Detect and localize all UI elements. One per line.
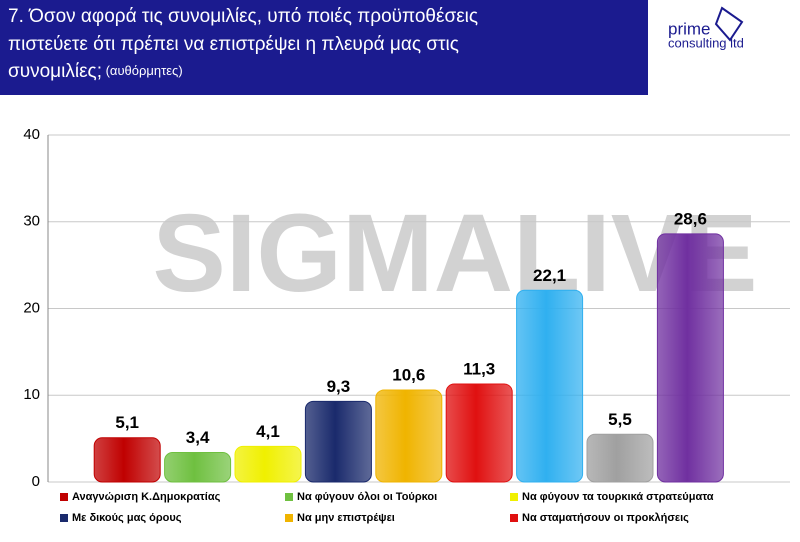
legend-swatch xyxy=(60,493,68,501)
logo-icon xyxy=(714,6,744,42)
y-tick-label: 40 xyxy=(23,126,40,143)
y-tick-label: 10 xyxy=(23,386,40,403)
bar xyxy=(445,383,513,483)
bar xyxy=(586,433,654,483)
legend-swatch xyxy=(285,514,293,522)
legend-swatch xyxy=(60,514,68,522)
legend-swatch xyxy=(510,493,518,501)
title-line: πιστεύετε ότι πρέπει να επιστρέψει η πλε… xyxy=(8,34,459,55)
subtitle: (αυθόρμητες) xyxy=(102,63,183,78)
logo-top: prime xyxy=(668,19,711,38)
bar xyxy=(234,445,302,483)
value-label: 3,4 xyxy=(186,428,210,447)
value-label: 5,1 xyxy=(115,413,139,432)
legend-label: Να μην επιστρέψει xyxy=(297,512,395,524)
legend-label: Με δικούς μας όρους xyxy=(72,512,182,524)
legend-label: Να φύγουν όλοι οι Τούρκοι xyxy=(297,491,437,503)
bar xyxy=(164,452,232,483)
logo-bottom: consulting ltd xyxy=(668,35,744,50)
value-label: 22,1 xyxy=(533,266,566,285)
legend-label: Να φύγουν τα τουρκικά στρατεύματα xyxy=(522,491,714,503)
y-tick-label: 30 xyxy=(23,213,40,230)
title-line: συνομιλίες; (αυθόρμητες) xyxy=(8,61,183,82)
legend-swatch xyxy=(285,493,293,501)
bar xyxy=(93,437,161,483)
value-label: 10,6 xyxy=(392,366,425,385)
value-label: 11,3 xyxy=(463,359,495,378)
bar xyxy=(375,389,443,483)
legend-swatch xyxy=(510,514,518,522)
value-label: 4,1 xyxy=(256,422,280,441)
legend-label: Αναγνώριση Κ.Δημοκρατίας xyxy=(72,491,221,503)
value-label: 28,6 xyxy=(674,209,707,228)
watermark: SIGMALIVE xyxy=(152,192,757,315)
y-tick-label: 20 xyxy=(23,299,40,316)
y-tick-label: 0 xyxy=(32,473,40,490)
value-label: 5,5 xyxy=(608,410,632,429)
title-line: 7. Όσον αφορά τις συνομιλίες, υπό ποιές … xyxy=(8,6,478,27)
bar xyxy=(516,289,584,483)
bar xyxy=(656,233,724,483)
bar xyxy=(304,400,372,483)
value-label: 9,3 xyxy=(327,377,351,396)
legend-label: Να σταματήσουν οι προκλήσεις xyxy=(522,512,689,524)
title-banner xyxy=(0,0,648,95)
